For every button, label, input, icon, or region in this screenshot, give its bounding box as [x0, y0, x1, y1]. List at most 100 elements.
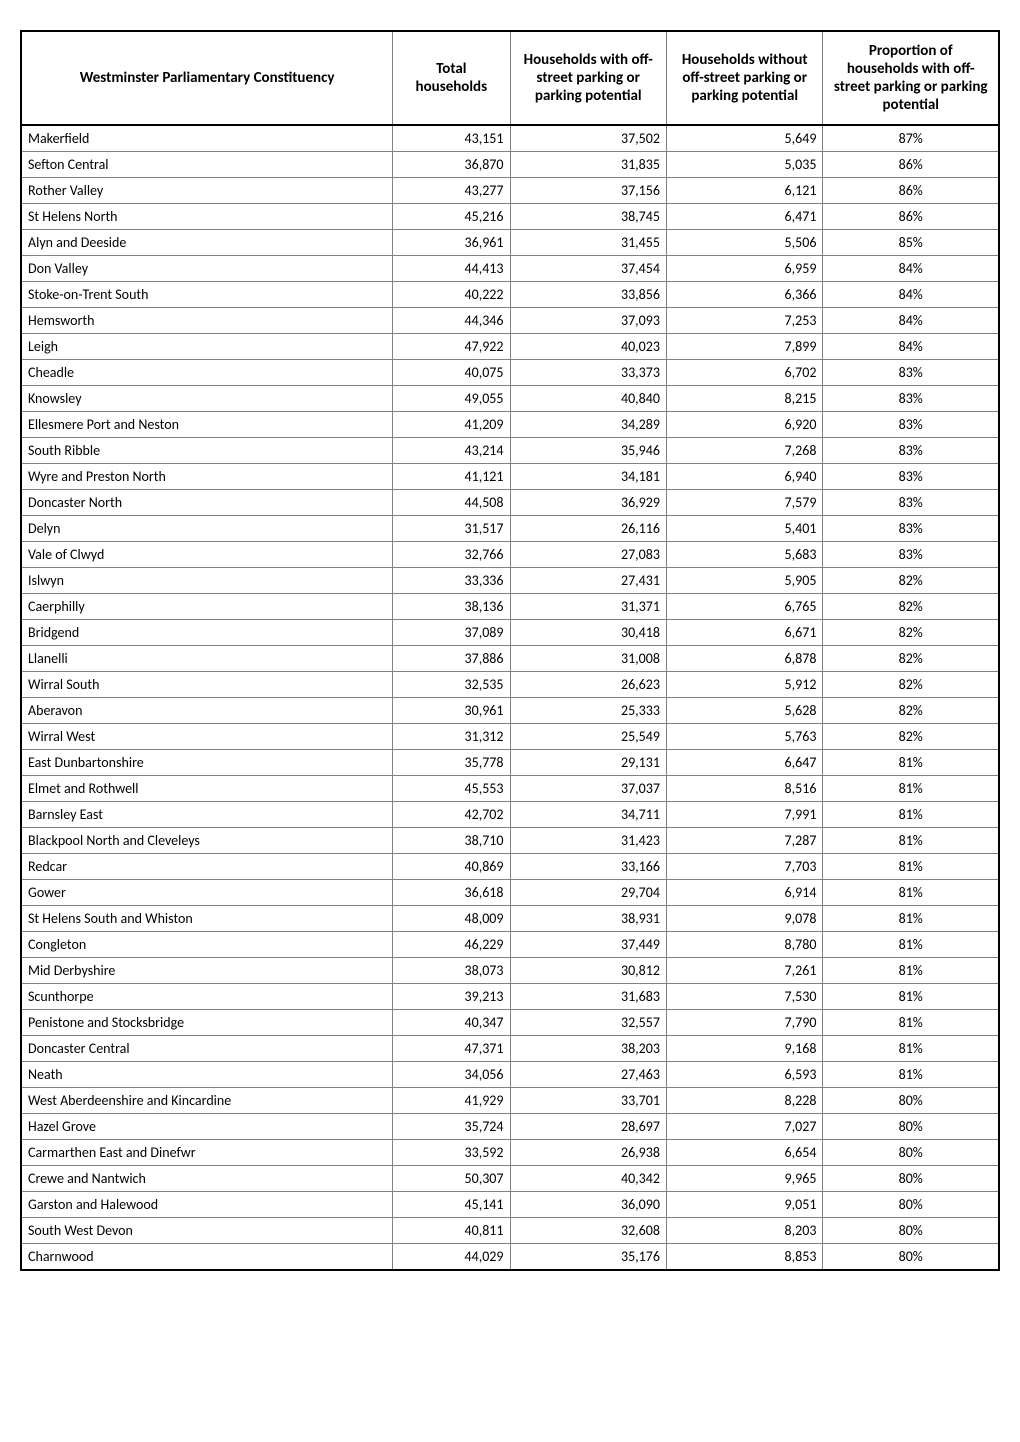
table-cell: 81%: [823, 932, 999, 958]
table-cell: 87%: [823, 125, 999, 152]
table-cell: 36,090: [510, 1192, 666, 1218]
table-cell: 6,471: [666, 204, 822, 230]
table-cell: 37,156: [510, 178, 666, 204]
table-cell: 43,151: [393, 125, 510, 152]
table-cell: 44,508: [393, 490, 510, 516]
table-cell: 9,965: [666, 1166, 822, 1192]
table-cell: 7,530: [666, 984, 822, 1010]
table-cell: 40,840: [510, 386, 666, 412]
table-cell: Knowsley: [21, 386, 393, 412]
table-cell: 8,203: [666, 1218, 822, 1244]
table-cell: 82%: [823, 568, 999, 594]
table-cell: 83%: [823, 438, 999, 464]
table-cell: 6,647: [666, 750, 822, 776]
column-header-without-parking: Households without off-street parking or…: [666, 31, 822, 125]
table-row: Bridgend37,08930,4186,67182%: [21, 620, 999, 646]
table-row: St Helens North45,21638,7456,47186%: [21, 204, 999, 230]
table-row: Ellesmere Port and Neston41,20934,2896,9…: [21, 412, 999, 438]
table-cell: Mid Derbyshire: [21, 958, 393, 984]
table-row: Wyre and Preston North41,12134,1816,9408…: [21, 464, 999, 490]
table-row: Redcar40,86933,1667,70381%: [21, 854, 999, 880]
table-cell: 34,711: [510, 802, 666, 828]
table-cell: Llanelli: [21, 646, 393, 672]
table-cell: Charnwood: [21, 1244, 393, 1271]
column-header-total: Total households: [393, 31, 510, 125]
table-cell: 81%: [823, 802, 999, 828]
table-cell: 33,166: [510, 854, 666, 880]
table-cell: 44,346: [393, 308, 510, 334]
table-cell: 81%: [823, 958, 999, 984]
table-cell: 84%: [823, 308, 999, 334]
table-cell: 26,623: [510, 672, 666, 698]
table-cell: 7,027: [666, 1114, 822, 1140]
table-cell: 82%: [823, 620, 999, 646]
table-cell: 37,886: [393, 646, 510, 672]
table-cell: Sefton Central: [21, 152, 393, 178]
table-cell: 82%: [823, 672, 999, 698]
table-cell: 27,431: [510, 568, 666, 594]
table-row: Caerphilly38,13631,3716,76582%: [21, 594, 999, 620]
table-row: Congleton46,22937,4498,78081%: [21, 932, 999, 958]
table-cell: 7,268: [666, 438, 822, 464]
table-cell: Caerphilly: [21, 594, 393, 620]
table-row: Blackpool North and Cleveleys38,71031,42…: [21, 828, 999, 854]
table-cell: Islwyn: [21, 568, 393, 594]
table-cell: 80%: [823, 1192, 999, 1218]
table-cell: Leigh: [21, 334, 393, 360]
table-cell: 25,549: [510, 724, 666, 750]
table-cell: Redcar: [21, 854, 393, 880]
table-header-row: Westminster Parliamentary Constituency T…: [21, 31, 999, 125]
table-cell: Penistone and Stocksbridge: [21, 1010, 393, 1036]
table-cell: 26,116: [510, 516, 666, 542]
table-cell: Doncaster North: [21, 490, 393, 516]
table-cell: 81%: [823, 1036, 999, 1062]
table-row: Doncaster Central47,37138,2039,16881%: [21, 1036, 999, 1062]
table-cell: 5,912: [666, 672, 822, 698]
table-cell: 31,683: [510, 984, 666, 1010]
table-row: South West Devon40,81132,6088,20380%: [21, 1218, 999, 1244]
table-cell: 41,929: [393, 1088, 510, 1114]
table-cell: Carmarthen East and Dinefwr: [21, 1140, 393, 1166]
table-cell: Neath: [21, 1062, 393, 1088]
table-cell: 83%: [823, 464, 999, 490]
table-cell: 6,914: [666, 880, 822, 906]
table-cell: 50,307: [393, 1166, 510, 1192]
table-cell: 32,535: [393, 672, 510, 698]
table-cell: Wirral South: [21, 672, 393, 698]
table-cell: 5,905: [666, 568, 822, 594]
table-cell: 83%: [823, 386, 999, 412]
table-cell: Don Valley: [21, 256, 393, 282]
table-cell: 33,701: [510, 1088, 666, 1114]
table-cell: Makerfield: [21, 125, 393, 152]
table-row: Carmarthen East and Dinefwr33,59226,9386…: [21, 1140, 999, 1166]
table-cell: 7,991: [666, 802, 822, 828]
table-cell: 46,229: [393, 932, 510, 958]
table-cell: 36,929: [510, 490, 666, 516]
table-cell: 6,920: [666, 412, 822, 438]
table-cell: 34,056: [393, 1062, 510, 1088]
table-cell: 80%: [823, 1166, 999, 1192]
table-cell: 37,093: [510, 308, 666, 334]
table-cell: 6,593: [666, 1062, 822, 1088]
table-cell: 36,961: [393, 230, 510, 256]
table-cell: 6,121: [666, 178, 822, 204]
table-cell: 33,856: [510, 282, 666, 308]
table-cell: Wyre and Preston North: [21, 464, 393, 490]
table-cell: 8,853: [666, 1244, 822, 1271]
parking-data-table: Westminster Parliamentary Constituency T…: [20, 30, 1000, 1271]
table-row: Garston and Halewood45,14136,0909,05180%: [21, 1192, 999, 1218]
table-cell: 32,608: [510, 1218, 666, 1244]
table-cell: 80%: [823, 1114, 999, 1140]
table-cell: 37,454: [510, 256, 666, 282]
table-cell: Delyn: [21, 516, 393, 542]
table-cell: East Dunbartonshire: [21, 750, 393, 776]
table-cell: 31,312: [393, 724, 510, 750]
table-row: Alyn and Deeside36,96131,4555,50685%: [21, 230, 999, 256]
table-cell: Bridgend: [21, 620, 393, 646]
table-cell: Gower: [21, 880, 393, 906]
table-cell: 8,516: [666, 776, 822, 802]
table-cell: 80%: [823, 1244, 999, 1271]
table-cell: 81%: [823, 880, 999, 906]
table-cell: 32,766: [393, 542, 510, 568]
table-cell: 40,811: [393, 1218, 510, 1244]
